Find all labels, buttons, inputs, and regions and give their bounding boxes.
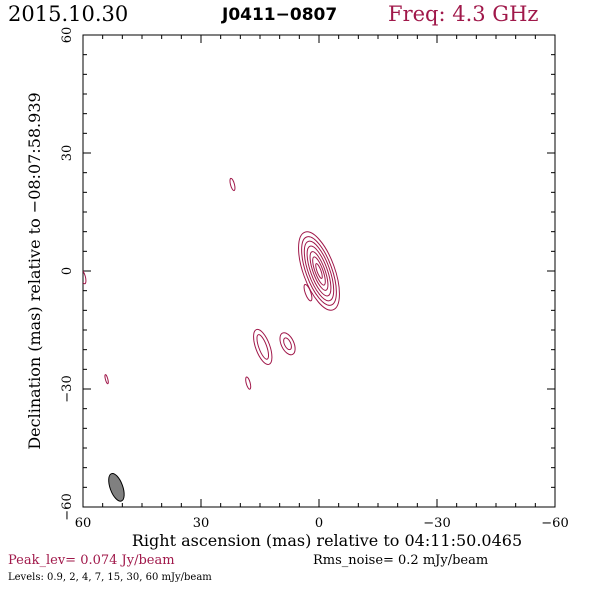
core-contour [309,251,329,291]
x-tick-label: 30 [193,516,210,531]
x-tick-label: 0 [315,516,323,531]
y-tick-label: 30 [60,145,75,162]
core-contour [303,240,335,302]
blob-c-contour [303,283,313,302]
plot-frame [82,34,556,508]
core-contour [301,236,337,306]
contour-levels: Levels: 0.9, 2, 4, 7, 15, 30, 60 mJy/bea… [8,572,212,583]
contour-layer [83,177,340,390]
x-tick-label: −60 [541,516,568,531]
blob-d-contour [229,177,236,192]
y-tick-label: 0 [60,267,75,275]
x-tick-label: −30 [423,516,450,531]
peak-level: Peak_lev= 0.074 Jy/beam [8,553,175,568]
knot-b-contour [283,337,292,351]
y-tick-label: 60 [60,27,75,44]
knot-a-contour [256,334,270,360]
y-axis-label: Declination (mas) relative to −08:07:58.… [25,92,44,449]
core-contour [306,245,332,297]
observation-date: 2015.10.30 [8,2,129,26]
rms-noise: Rms_noise= 0.2 mJy/beam [313,553,489,568]
source-name: J0411−0807 [222,5,338,25]
y-tick-label: −60 [60,493,75,520]
knot-b-contour [279,332,296,356]
core-contour [298,231,340,311]
beam-ellipse [108,472,125,502]
beam-layer [108,472,125,502]
frequency-label: Freq: 4.3 GHz [388,2,539,26]
core-contour [312,256,326,286]
x-axis-label: Right ascension (mas) relative to 04:11:… [132,531,522,550]
blob-e-contour [245,376,252,390]
axis-labels: 60 30 0 −30 −60 −60 −30 0 30 60 Right ascension (m… [25,27,569,550]
edge-g-contour [83,269,87,285]
axis-ticks [82,34,556,508]
y-tick-label: −30 [60,375,75,402]
blob-f-contour [104,374,109,385]
core-contour [315,263,323,279]
x-tick-label: 60 [75,516,92,531]
knot-a-contour [253,328,273,365]
